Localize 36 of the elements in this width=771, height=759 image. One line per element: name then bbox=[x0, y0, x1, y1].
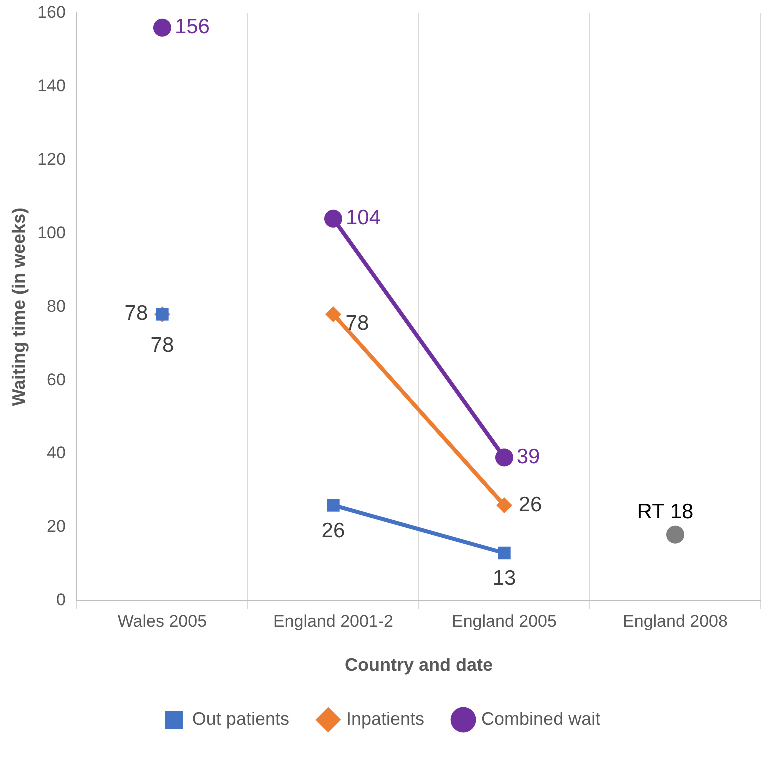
point bbox=[666, 526, 684, 544]
x-axis-title: Country and date bbox=[344, 655, 493, 676]
point bbox=[324, 210, 342, 228]
data-label: 13 bbox=[492, 567, 516, 590]
y-tick-label: 80 bbox=[47, 296, 66, 316]
y-tick-label: 160 bbox=[38, 2, 66, 22]
x-tick-label: England 2005 bbox=[452, 612, 557, 631]
point bbox=[327, 499, 340, 512]
y-tick-label: 120 bbox=[38, 150, 66, 169]
legend-label: Inpatients bbox=[346, 708, 425, 729]
y-axis-title: Waiting time (in weeks) bbox=[8, 208, 29, 406]
data-label: 39 bbox=[516, 446, 540, 469]
data-label: 26 bbox=[322, 519, 346, 542]
data-label: 78 bbox=[150, 334, 174, 358]
y-tick-label: 40 bbox=[47, 444, 66, 463]
y-tick-label: 140 bbox=[38, 76, 66, 96]
data-label: 78 bbox=[346, 312, 370, 336]
point bbox=[325, 306, 342, 322]
y-tick-label: 20 bbox=[47, 517, 66, 536]
data-label: RT 18 bbox=[637, 500, 694, 524]
point bbox=[153, 18, 172, 37]
y-tick-label: 100 bbox=[38, 223, 66, 242]
point bbox=[496, 497, 512, 514]
point bbox=[495, 448, 514, 467]
legend-label: Combined wait bbox=[482, 708, 601, 729]
data-label: 78 bbox=[124, 302, 148, 326]
data-label: 104 bbox=[346, 206, 382, 230]
y-tick-label: 60 bbox=[47, 370, 66, 390]
point bbox=[498, 546, 511, 560]
x-tick-label: England 2001-2 bbox=[273, 612, 394, 631]
legend-label: Out patients bbox=[192, 708, 290, 729]
data-label: 26 bbox=[518, 493, 542, 516]
x-tick-label: England 2008 bbox=[623, 612, 728, 631]
y-tick-label: 0 bbox=[56, 590, 66, 610]
x-tick-label: Wales 2005 bbox=[118, 612, 208, 631]
data-label: 156 bbox=[174, 16, 210, 39]
